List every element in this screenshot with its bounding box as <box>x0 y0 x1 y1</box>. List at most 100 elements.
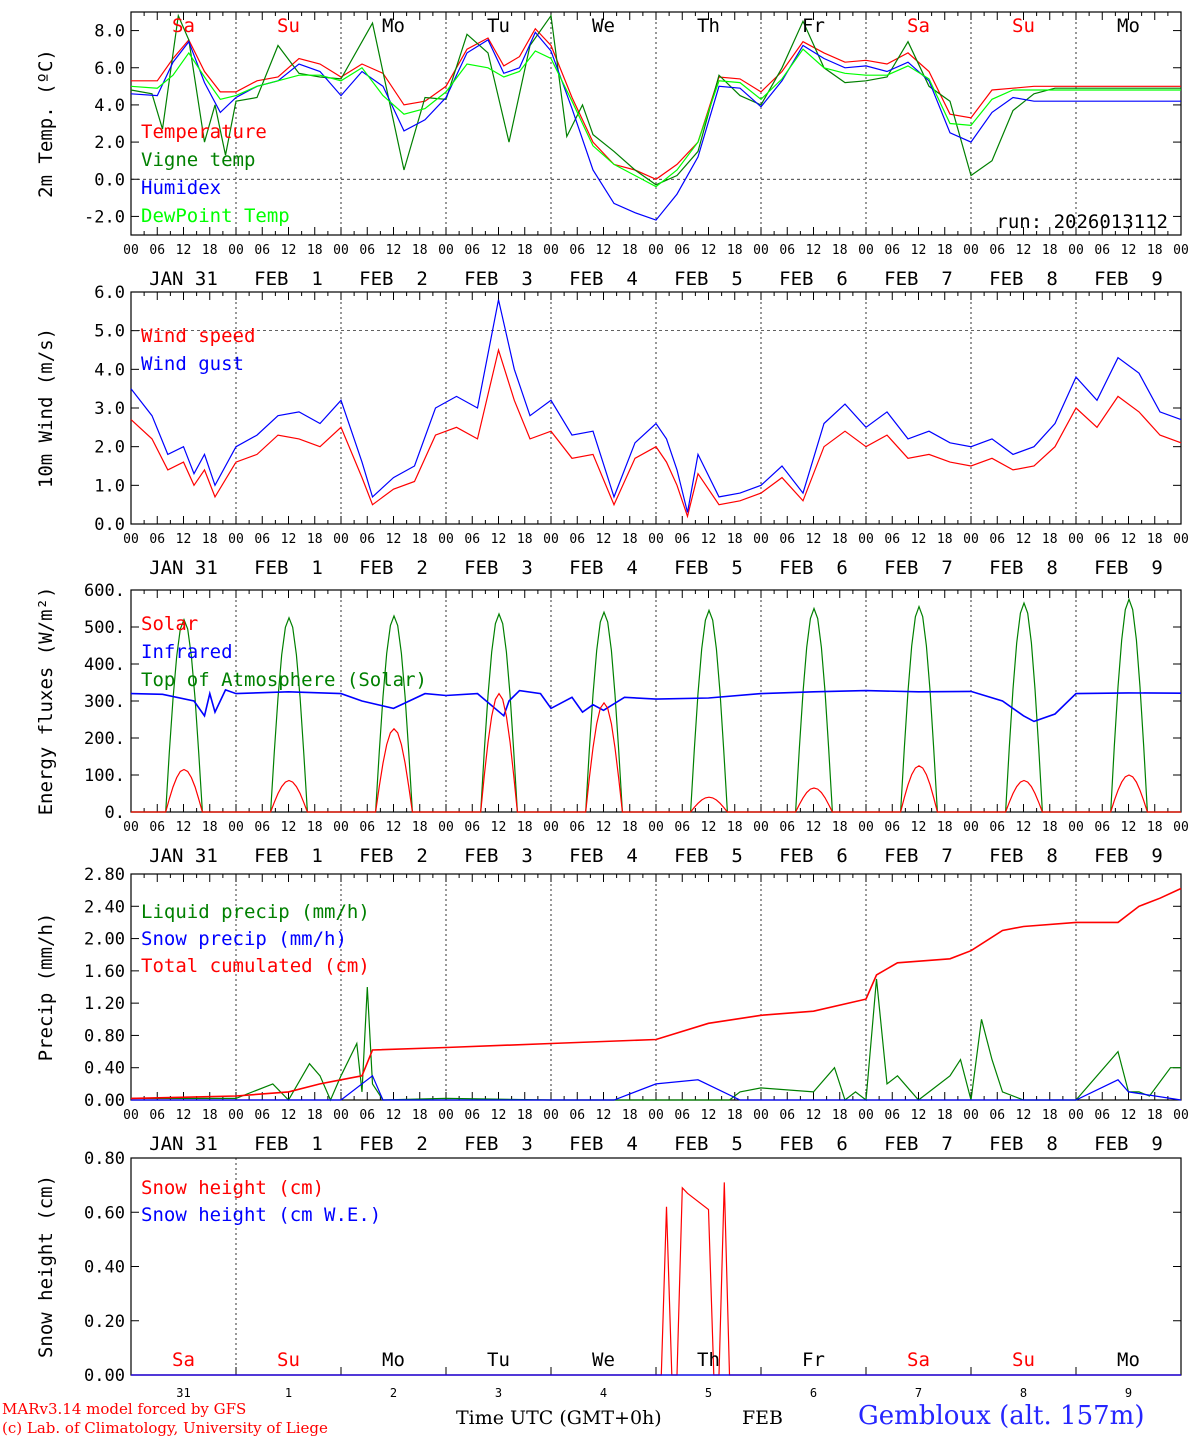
y-tick-label: 6.0 <box>94 59 125 79</box>
station-name: Gembloux (alt. 157m) <box>858 1401 1145 1431</box>
hour-tick-label: 18 <box>1147 1108 1163 1123</box>
weekday-label: Mo <box>382 1349 405 1371</box>
hour-tick-label: 06 <box>149 532 165 547</box>
hour-tick-label: 00 <box>333 243 349 258</box>
legend-entry: Wind speed <box>141 325 255 347</box>
y-axis-title-energy: Energy fluxes (W/m²) <box>35 587 57 816</box>
hour-tick-label: 00 <box>123 1108 139 1123</box>
hour-tick-label: 06 <box>989 1108 1005 1123</box>
date-label: FEB 8 <box>989 1133 1058 1155</box>
legend-entry: Vigne temp <box>141 149 255 171</box>
hour-tick-label: 00 <box>228 243 244 258</box>
hour-tick-label: 18 <box>307 1108 323 1123</box>
legend-entry: Solar <box>141 613 198 635</box>
y-axis-title-precip: Precip (mm/h) <box>35 913 57 1062</box>
hour-tick-label: 18 <box>412 820 428 835</box>
y-tick-label: 0.40 <box>84 1258 125 1278</box>
hour-tick-label: 12 <box>911 532 927 547</box>
y-tick-label: 100. <box>84 766 125 786</box>
hour-tick-label: 06 <box>569 1108 585 1123</box>
y-tick-label: 2.80 <box>84 865 125 885</box>
hour-tick-label: 18 <box>727 243 743 258</box>
hour-tick-label: 00 <box>1173 820 1189 835</box>
hour-tick-label: 00 <box>1173 1108 1189 1123</box>
series-line-total-cumulated-cm- <box>130 887 1182 1100</box>
legend-entry: Snow precip (mm/h) <box>141 928 347 950</box>
hour-tick-label: 12 <box>701 1108 717 1123</box>
y-tick-label: 5.0 <box>94 322 125 342</box>
hour-tick-label: 18 <box>202 532 218 547</box>
y-tick-label: 0. <box>105 803 125 823</box>
weekday-label: We <box>592 15 615 37</box>
weekday-label: Sa <box>907 15 930 37</box>
date-label: FEB 2 <box>359 557 428 579</box>
series-line-dewpoint-temp <box>130 48 1181 188</box>
hour-tick-label: 12 <box>1121 532 1137 547</box>
weekday-label: Mo <box>1117 1349 1140 1371</box>
hour-tick-label: 00 <box>963 243 979 258</box>
hour-tick-label: 12 <box>806 532 822 547</box>
y-axis-title-temperature: 2m Temp. (ºC) <box>35 49 57 198</box>
y-tick-label: 600. <box>84 581 125 601</box>
date-label: FEB 5 <box>674 557 743 579</box>
hour-tick-label: 18 <box>202 243 218 258</box>
hour-tick-label: 00 <box>1173 532 1189 547</box>
y-tick-label: 8.0 <box>94 22 125 42</box>
legend-entry: Top of Atmosphere (Solar) <box>141 669 427 691</box>
y-tick-label: 2.00 <box>84 930 125 950</box>
date-label: FEB 2 <box>359 845 428 867</box>
hour-tick-label: 06 <box>1094 532 1110 547</box>
hour-tick-label: 18 <box>937 532 953 547</box>
hour-tick-label: 00 <box>753 243 769 258</box>
day-number-label: 4 <box>600 1386 607 1400</box>
hour-tick-label: 06 <box>779 820 795 835</box>
hour-tick-label: 00 <box>228 532 244 547</box>
hour-tick-label: 18 <box>622 532 638 547</box>
day-number-label: 8 <box>1020 1386 1027 1400</box>
hour-tick-label: 06 <box>989 532 1005 547</box>
hour-tick-label: 18 <box>517 532 533 547</box>
day-number-label: 5 <box>705 1386 712 1400</box>
date-label: FEB 6 <box>779 845 848 867</box>
hour-tick-label: 12 <box>491 532 507 547</box>
hour-tick-label: 06 <box>254 820 270 835</box>
hour-tick-label: 06 <box>884 1108 900 1123</box>
y-tick-label: 400. <box>84 655 125 675</box>
day-number-label: 3 <box>495 1386 502 1400</box>
hour-tick-label: 12 <box>596 532 612 547</box>
hour-tick-label: 12 <box>1121 1108 1137 1123</box>
hour-tick-label: 18 <box>832 243 848 258</box>
y-tick-label: 0.00 <box>84 1366 125 1386</box>
hour-tick-label: 00 <box>1173 243 1189 258</box>
y-tick-label: 4.0 <box>94 360 125 380</box>
hour-tick-label: 12 <box>701 532 717 547</box>
date-label: FEB 9 <box>1094 268 1163 290</box>
hour-tick-label: 06 <box>989 243 1005 258</box>
legend-entry: Wind gust <box>141 353 244 375</box>
hour-tick-label: 12 <box>1121 243 1137 258</box>
hour-tick-label: 12 <box>596 1108 612 1123</box>
hour-tick-label: 18 <box>1042 532 1058 547</box>
legend-entry: Temperature <box>141 121 267 143</box>
hour-tick-label: 00 <box>438 532 454 547</box>
date-label: FEB 7 <box>884 268 953 290</box>
hour-tick-label: 18 <box>1147 532 1163 547</box>
hour-tick-label: 12 <box>1016 243 1032 258</box>
weekday-label: Su <box>277 1349 300 1371</box>
run-label: run: 2026013112 <box>996 211 1168 233</box>
hour-tick-label: 12 <box>176 820 192 835</box>
series-line-solar <box>131 692 1181 813</box>
y-tick-label: 0.60 <box>84 1203 125 1223</box>
weekday-label: Mo <box>382 15 405 37</box>
weekday-label: We <box>592 1349 615 1371</box>
hour-tick-label: 06 <box>149 820 165 835</box>
hour-tick-label: 00 <box>753 820 769 835</box>
date-label: FEB 7 <box>884 1133 953 1155</box>
date-label: FEB 4 <box>569 1133 638 1155</box>
hour-tick-label: 00 <box>123 820 139 835</box>
hour-tick-label: 00 <box>648 1108 664 1123</box>
hour-tick-label: 12 <box>491 820 507 835</box>
hour-tick-label: 18 <box>307 243 323 258</box>
date-label: FEB 7 <box>884 845 953 867</box>
